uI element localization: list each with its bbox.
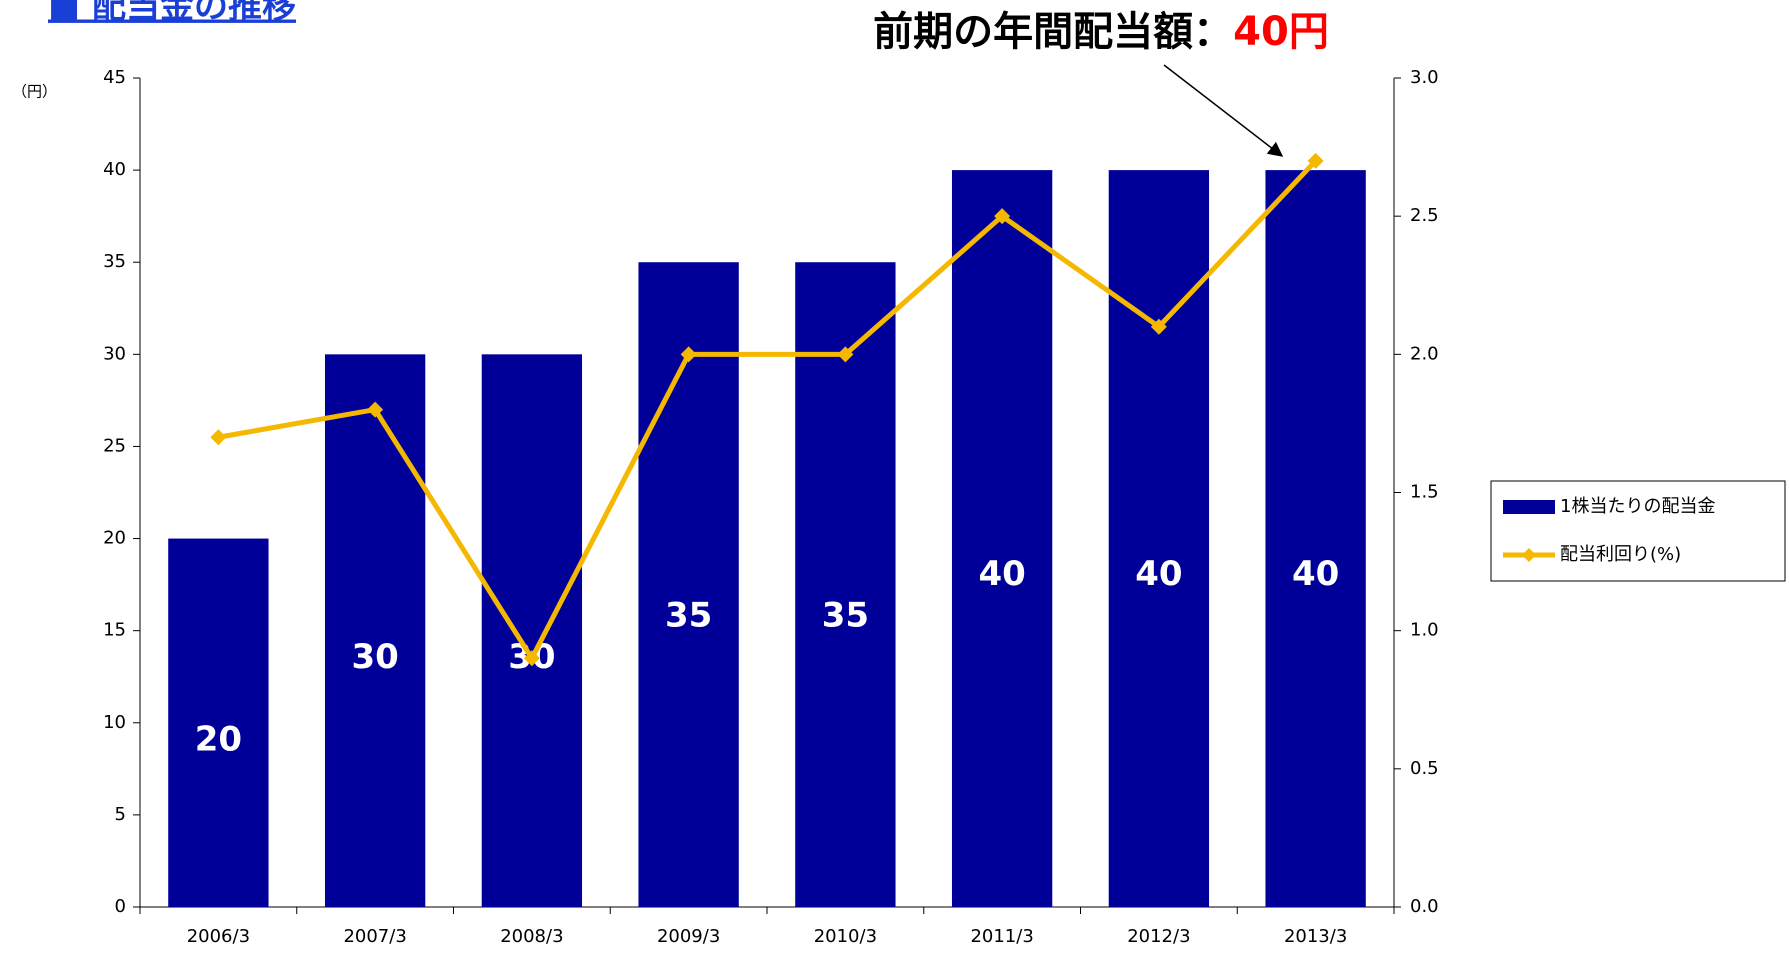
y2-tick-label: 1.0: [1410, 620, 1439, 641]
x-tick-label: 2010/3: [814, 926, 877, 947]
y-tick-label: 5: [115, 804, 126, 825]
bar-value-label: 35: [665, 595, 712, 635]
x-tick-label: 2013/3: [1284, 926, 1347, 947]
x-tick-label: 2007/3: [343, 926, 406, 947]
line-marker: [837, 346, 854, 363]
x-tick-label: 2009/3: [657, 926, 720, 947]
x-tick-label: 2012/3: [1127, 926, 1190, 947]
line-marker: [523, 650, 540, 667]
legend-label: 1株当たりの配当金: [1560, 496, 1715, 517]
y-tick-label: 40: [103, 159, 126, 180]
x-tick-label: 2006/3: [187, 926, 250, 947]
y-tick-label: 10: [103, 712, 126, 733]
bar: [168, 538, 269, 907]
bar: [481, 354, 583, 907]
bar: [1265, 170, 1366, 908]
y-tick-label: 15: [103, 620, 126, 641]
chart-title: ■ 配当金の推移: [48, 0, 296, 27]
bar: [1108, 170, 1210, 908]
line-marker: [1307, 152, 1324, 169]
line-marker: [994, 208, 1011, 225]
line-marker: [1150, 318, 1167, 335]
line-marker: [680, 346, 697, 363]
x-tick-label: 2008/3: [500, 926, 563, 947]
annotation-text: 前期の年間配当額：: [873, 9, 1233, 55]
y-tick-label: 35: [103, 251, 126, 272]
y2-tick-label: 3.0: [1410, 67, 1439, 88]
bar: [638, 262, 739, 907]
y2-tick-label: 1.5: [1410, 482, 1439, 503]
y-tick-label: 0: [115, 896, 126, 917]
bar-value-label: 40: [978, 554, 1025, 594]
annotation: 前期の年間配当額：40円: [873, 9, 1329, 55]
bar-value-label: 20: [195, 720, 242, 760]
y-tick-label: 30: [103, 343, 126, 364]
bar-value-label: 35: [822, 595, 869, 635]
y-axis-label: （円）: [12, 83, 57, 101]
y-tick-label: 45: [103, 67, 126, 88]
bar-value-label: 40: [1135, 554, 1182, 594]
y2-tick-label: 2.5: [1410, 205, 1439, 226]
bar: [324, 354, 426, 907]
annotation-highlight: 40円: [1233, 9, 1329, 55]
legend-label: 配当利回り(%): [1560, 544, 1681, 565]
y-tick-label: 20: [103, 528, 126, 549]
legend-swatch-marker: [1522, 548, 1536, 562]
y2-tick-label: 2.0: [1410, 343, 1439, 364]
legend-swatch: [1503, 500, 1555, 514]
bar-value-label: 30: [351, 637, 398, 677]
line: [217, 159, 1318, 664]
line-marker: [210, 429, 227, 446]
y2-tick-label: 0.5: [1410, 758, 1439, 779]
x-tick-label: 2011/3: [970, 926, 1033, 947]
line-marker: [367, 401, 384, 418]
annotation-arrow: [1163, 64, 1284, 157]
y-tick-label: 25: [103, 435, 126, 456]
y2-tick-label: 0.0: [1410, 896, 1439, 917]
bar: [951, 170, 1053, 908]
bar-value-label: 40: [1292, 554, 1339, 594]
legend-box: [1490, 480, 1786, 582]
bar: [795, 262, 896, 907]
